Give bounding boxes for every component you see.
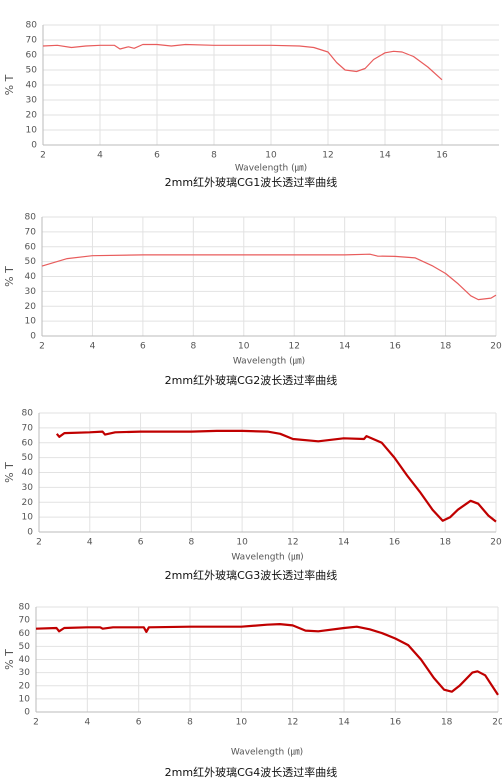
x-tick-label: 12 [322, 151, 333, 161]
x-tick-label: 18 [440, 342, 452, 352]
y-tick-label: 40 [26, 81, 38, 91]
x-tick-label: 2 [39, 342, 45, 352]
y-tick-label: 50 [25, 257, 37, 267]
y-tick-label: 30 [26, 96, 38, 106]
y-tick-label: 70 [22, 423, 34, 433]
y-tick-label: 30 [22, 483, 34, 493]
y-tick-label: 60 [25, 242, 37, 252]
y-tick-label: 0 [31, 141, 37, 151]
x-tick-label: 4 [84, 718, 90, 728]
x-axis-label: Wavelength (㎛) [233, 357, 305, 367]
y-tick-label: 80 [22, 409, 34, 419]
x-tick-label: 14 [338, 538, 350, 548]
chart-title: 2mm红外玻璃CG2波长透过率曲线 [165, 373, 338, 387]
x-tick-label: 20 [490, 342, 502, 352]
chart-title: 2mm红外玻璃CG4波长透过率曲线 [165, 765, 338, 779]
data-line [42, 43, 443, 81]
x-tick-label: 2 [40, 151, 46, 161]
y-tick-label: 50 [22, 453, 34, 463]
x-tick-label: 12 [288, 342, 299, 352]
y-tick-label: 20 [25, 302, 37, 312]
y-tick-label: 0 [30, 332, 36, 342]
x-tick-label: 20 [492, 718, 502, 728]
chart-title: 2mm红外玻璃CG3波长透过率曲线 [165, 568, 338, 582]
x-axis-label: Wavelength (㎛) [231, 553, 303, 563]
y-tick-label: 80 [19, 603, 31, 613]
y-axis-label: % T [3, 462, 16, 483]
x-tick-label: 18 [441, 718, 453, 728]
y-tick-label: 70 [19, 616, 31, 626]
y-tick-label: 40 [22, 468, 34, 478]
x-tick-label: 12 [287, 718, 298, 728]
x-tick-label: 16 [389, 538, 401, 548]
x-tick-label: 4 [87, 538, 93, 548]
y-axis-label: % T [3, 74, 16, 95]
y-tick-label: 60 [19, 629, 31, 639]
y-tick-label: 80 [25, 213, 37, 223]
y-axis-label: % T [3, 649, 16, 670]
y-tick-label: 0 [24, 708, 30, 718]
y-tick-label: 50 [19, 642, 31, 652]
y-tick-label: 0 [27, 528, 33, 538]
x-tick-label: 4 [97, 151, 103, 161]
x-tick-label: 14 [338, 718, 350, 728]
y-tick-label: 20 [26, 111, 38, 121]
y-tick-label: 20 [19, 681, 31, 691]
data-line [35, 623, 499, 696]
y-tick-label: 60 [22, 438, 34, 448]
x-tick-label: 16 [389, 342, 401, 352]
y-tick-label: 60 [26, 51, 38, 61]
y-tick-label: 80 [26, 21, 38, 31]
y-tick-label: 40 [25, 272, 37, 282]
data-line [41, 253, 497, 301]
y-axis-label: % T [3, 266, 16, 287]
x-tick-label: 10 [265, 151, 277, 161]
x-tick-label: 6 [140, 342, 146, 352]
y-tick-label: 10 [22, 513, 34, 523]
y-tick-label: 10 [19, 694, 31, 704]
x-tick-label: 6 [154, 151, 160, 161]
x-tick-label: 18 [439, 538, 451, 548]
x-tick-label: 2 [36, 538, 42, 548]
x-tick-label: 8 [187, 718, 193, 728]
x-tick-label: 8 [188, 538, 194, 548]
x-axis-label: Wavelength (㎛) [231, 748, 303, 758]
x-tick-label: 6 [136, 718, 142, 728]
x-tick-label: 10 [238, 342, 250, 352]
chart-title: 2mm红外玻璃CG1波长透过率曲线 [165, 175, 338, 189]
y-tick-label: 70 [25, 227, 37, 237]
y-tick-label: 40 [19, 655, 31, 665]
data-line [55, 429, 497, 523]
x-tick-label: 20 [490, 538, 502, 548]
x-tick-label: 12 [287, 538, 298, 548]
y-tick-label: 10 [25, 317, 37, 327]
y-tick-label: 30 [25, 287, 37, 297]
y-tick-label: 20 [22, 498, 34, 508]
x-tick-label: 10 [236, 718, 248, 728]
y-tick-label: 70 [26, 36, 38, 46]
y-tick-label: 50 [26, 66, 38, 76]
x-tick-label: 16 [390, 718, 402, 728]
x-tick-label: 6 [138, 538, 144, 548]
x-tick-label: 10 [236, 538, 248, 548]
x-tick-label: 4 [90, 342, 96, 352]
x-tick-label: 16 [436, 151, 448, 161]
x-tick-label: 8 [211, 151, 217, 161]
x-axis-label: Wavelength (㎛) [235, 164, 307, 174]
x-tick-label: 8 [190, 342, 196, 352]
y-tick-label: 30 [19, 668, 31, 678]
x-tick-label: 2 [33, 718, 39, 728]
x-tick-label: 14 [339, 342, 351, 352]
x-tick-label: 14 [379, 151, 391, 161]
y-tick-label: 10 [26, 126, 38, 136]
